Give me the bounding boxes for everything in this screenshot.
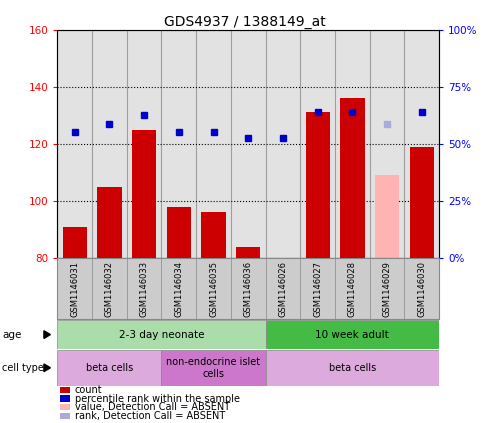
Text: rank, Detection Call = ABSENT: rank, Detection Call = ABSENT: [75, 411, 225, 421]
Text: GDS4937 / 1388149_at: GDS4937 / 1388149_at: [164, 15, 325, 29]
FancyBboxPatch shape: [162, 350, 265, 386]
Text: beta cells: beta cells: [86, 363, 133, 373]
Bar: [92, 30, 127, 258]
Text: GSM1146027: GSM1146027: [313, 261, 322, 317]
Bar: [196, 30, 231, 258]
Text: 10 week adult: 10 week adult: [315, 330, 389, 340]
Text: GSM1146034: GSM1146034: [174, 261, 183, 317]
Text: value, Detection Call = ABSENT: value, Detection Call = ABSENT: [75, 402, 230, 412]
FancyBboxPatch shape: [57, 350, 162, 386]
Text: GSM1146032: GSM1146032: [105, 261, 114, 317]
Text: GSM1146033: GSM1146033: [140, 261, 149, 317]
Bar: [335, 30, 370, 258]
Bar: [305, 113, 330, 258]
Text: GSM1146035: GSM1146035: [209, 261, 218, 317]
Text: beta cells: beta cells: [329, 363, 376, 373]
Text: GSM1146031: GSM1146031: [70, 261, 79, 317]
Bar: [60, 387, 70, 393]
Bar: [167, 206, 191, 258]
FancyBboxPatch shape: [57, 320, 265, 349]
Bar: [404, 30, 439, 258]
Text: GSM1146036: GSM1146036: [244, 261, 253, 317]
Bar: [370, 30, 404, 258]
Bar: [340, 98, 364, 258]
Text: age: age: [2, 330, 22, 340]
Bar: [97, 187, 122, 258]
FancyBboxPatch shape: [265, 320, 439, 349]
Bar: [60, 396, 70, 401]
Bar: [236, 247, 260, 258]
Bar: [132, 129, 156, 258]
Text: count: count: [75, 385, 102, 395]
Text: percentile rank within the sample: percentile rank within the sample: [75, 393, 240, 404]
Text: cell type: cell type: [2, 363, 44, 373]
Bar: [375, 175, 399, 258]
Bar: [57, 30, 92, 258]
Text: non-endocrine islet
cells: non-endocrine islet cells: [167, 357, 260, 379]
Text: GSM1146030: GSM1146030: [417, 261, 426, 317]
Bar: [127, 30, 162, 258]
Polygon shape: [44, 364, 50, 372]
Bar: [60, 404, 70, 410]
Bar: [231, 30, 265, 258]
Text: GSM1146029: GSM1146029: [383, 261, 392, 317]
Bar: [300, 30, 335, 258]
Bar: [410, 147, 434, 258]
Polygon shape: [44, 331, 50, 338]
Bar: [60, 413, 70, 419]
FancyBboxPatch shape: [265, 350, 439, 386]
Text: GSM1146026: GSM1146026: [278, 261, 287, 317]
Text: 2-3 day neonate: 2-3 day neonate: [119, 330, 204, 340]
Text: GSM1146028: GSM1146028: [348, 261, 357, 317]
Bar: [62, 227, 87, 258]
Bar: [162, 30, 196, 258]
Bar: [202, 212, 226, 258]
Bar: [265, 30, 300, 258]
